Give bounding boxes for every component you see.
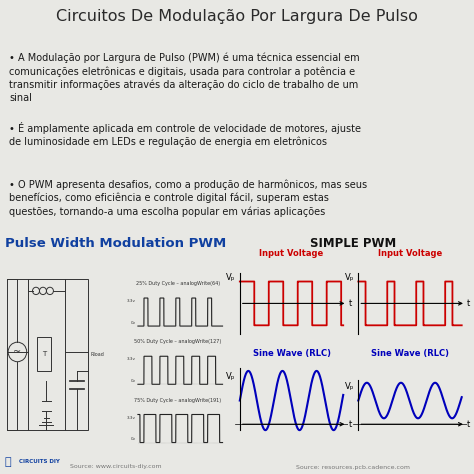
Text: • O PWM apresenta desafios, como a produção de harmônicos, mas seus
benefícios, : • O PWM apresenta desafios, como a produ… (9, 179, 368, 217)
Text: CIRCUITS DIY: CIRCUITS DIY (18, 459, 59, 465)
Text: Sine Wave (RLC): Sine Wave (RLC) (253, 349, 330, 358)
Text: Input Voltage: Input Voltage (259, 249, 324, 258)
Text: • É amplamente aplicada em controle de velocidade de motores, ajuste
de luminosi: • É amplamente aplicada em controle de v… (9, 122, 362, 147)
Text: Input Voltage: Input Voltage (378, 249, 442, 258)
Text: 0v: 0v (131, 321, 136, 325)
Text: t: t (467, 420, 470, 428)
Text: SIMPLE PWM: SIMPLE PWM (310, 237, 396, 250)
Text: 3.3v: 3.3v (127, 299, 136, 303)
Text: T: T (42, 351, 46, 357)
Text: Ⓠ: Ⓠ (5, 457, 11, 467)
Text: 75% Duty Cycle – analogWrite(191): 75% Duty Cycle – analogWrite(191) (134, 398, 221, 402)
Text: Pulse Width Modulation PWM: Pulse Width Modulation PWM (5, 237, 226, 250)
Text: Vₚ: Vₚ (345, 273, 354, 282)
Text: t: t (348, 420, 352, 428)
Text: 3.3v: 3.3v (127, 416, 136, 419)
Text: 0v: 0v (131, 438, 136, 441)
Text: 3.3v: 3.3v (127, 357, 136, 361)
Text: Source: resources.pcb.cadence.com: Source: resources.pcb.cadence.com (296, 465, 410, 470)
Text: Vₚ: Vₚ (226, 373, 236, 381)
Text: 25% Duty Cycle – analogWrite(64): 25% Duty Cycle – analogWrite(64) (136, 281, 220, 286)
Text: Rload: Rload (91, 352, 104, 357)
Text: t: t (348, 299, 352, 308)
Text: Circuitos De Modulação Por Largura De Pulso: Circuitos De Modulação Por Largura De Pu… (56, 9, 418, 24)
Text: Vₚ: Vₚ (345, 382, 354, 391)
Text: Source: www.circuits-diy.com: Source: www.circuits-diy.com (70, 464, 162, 469)
Bar (7, 279, 88, 430)
Text: ~: ~ (13, 347, 21, 357)
Text: 50% Duty Cycle – analogWrite(127): 50% Duty Cycle – analogWrite(127) (134, 339, 221, 345)
Text: 0v: 0v (131, 379, 136, 383)
Text: Sine Wave (RLC): Sine Wave (RLC) (371, 349, 449, 358)
Text: • A Modulação por Largura de Pulso (PWM) é uma técnica essencial em
comunicações: • A Modulação por Largura de Pulso (PWM)… (9, 53, 360, 103)
Bar (37, 337, 51, 372)
Text: t: t (467, 299, 470, 308)
Text: Vₚ: Vₚ (226, 273, 236, 282)
